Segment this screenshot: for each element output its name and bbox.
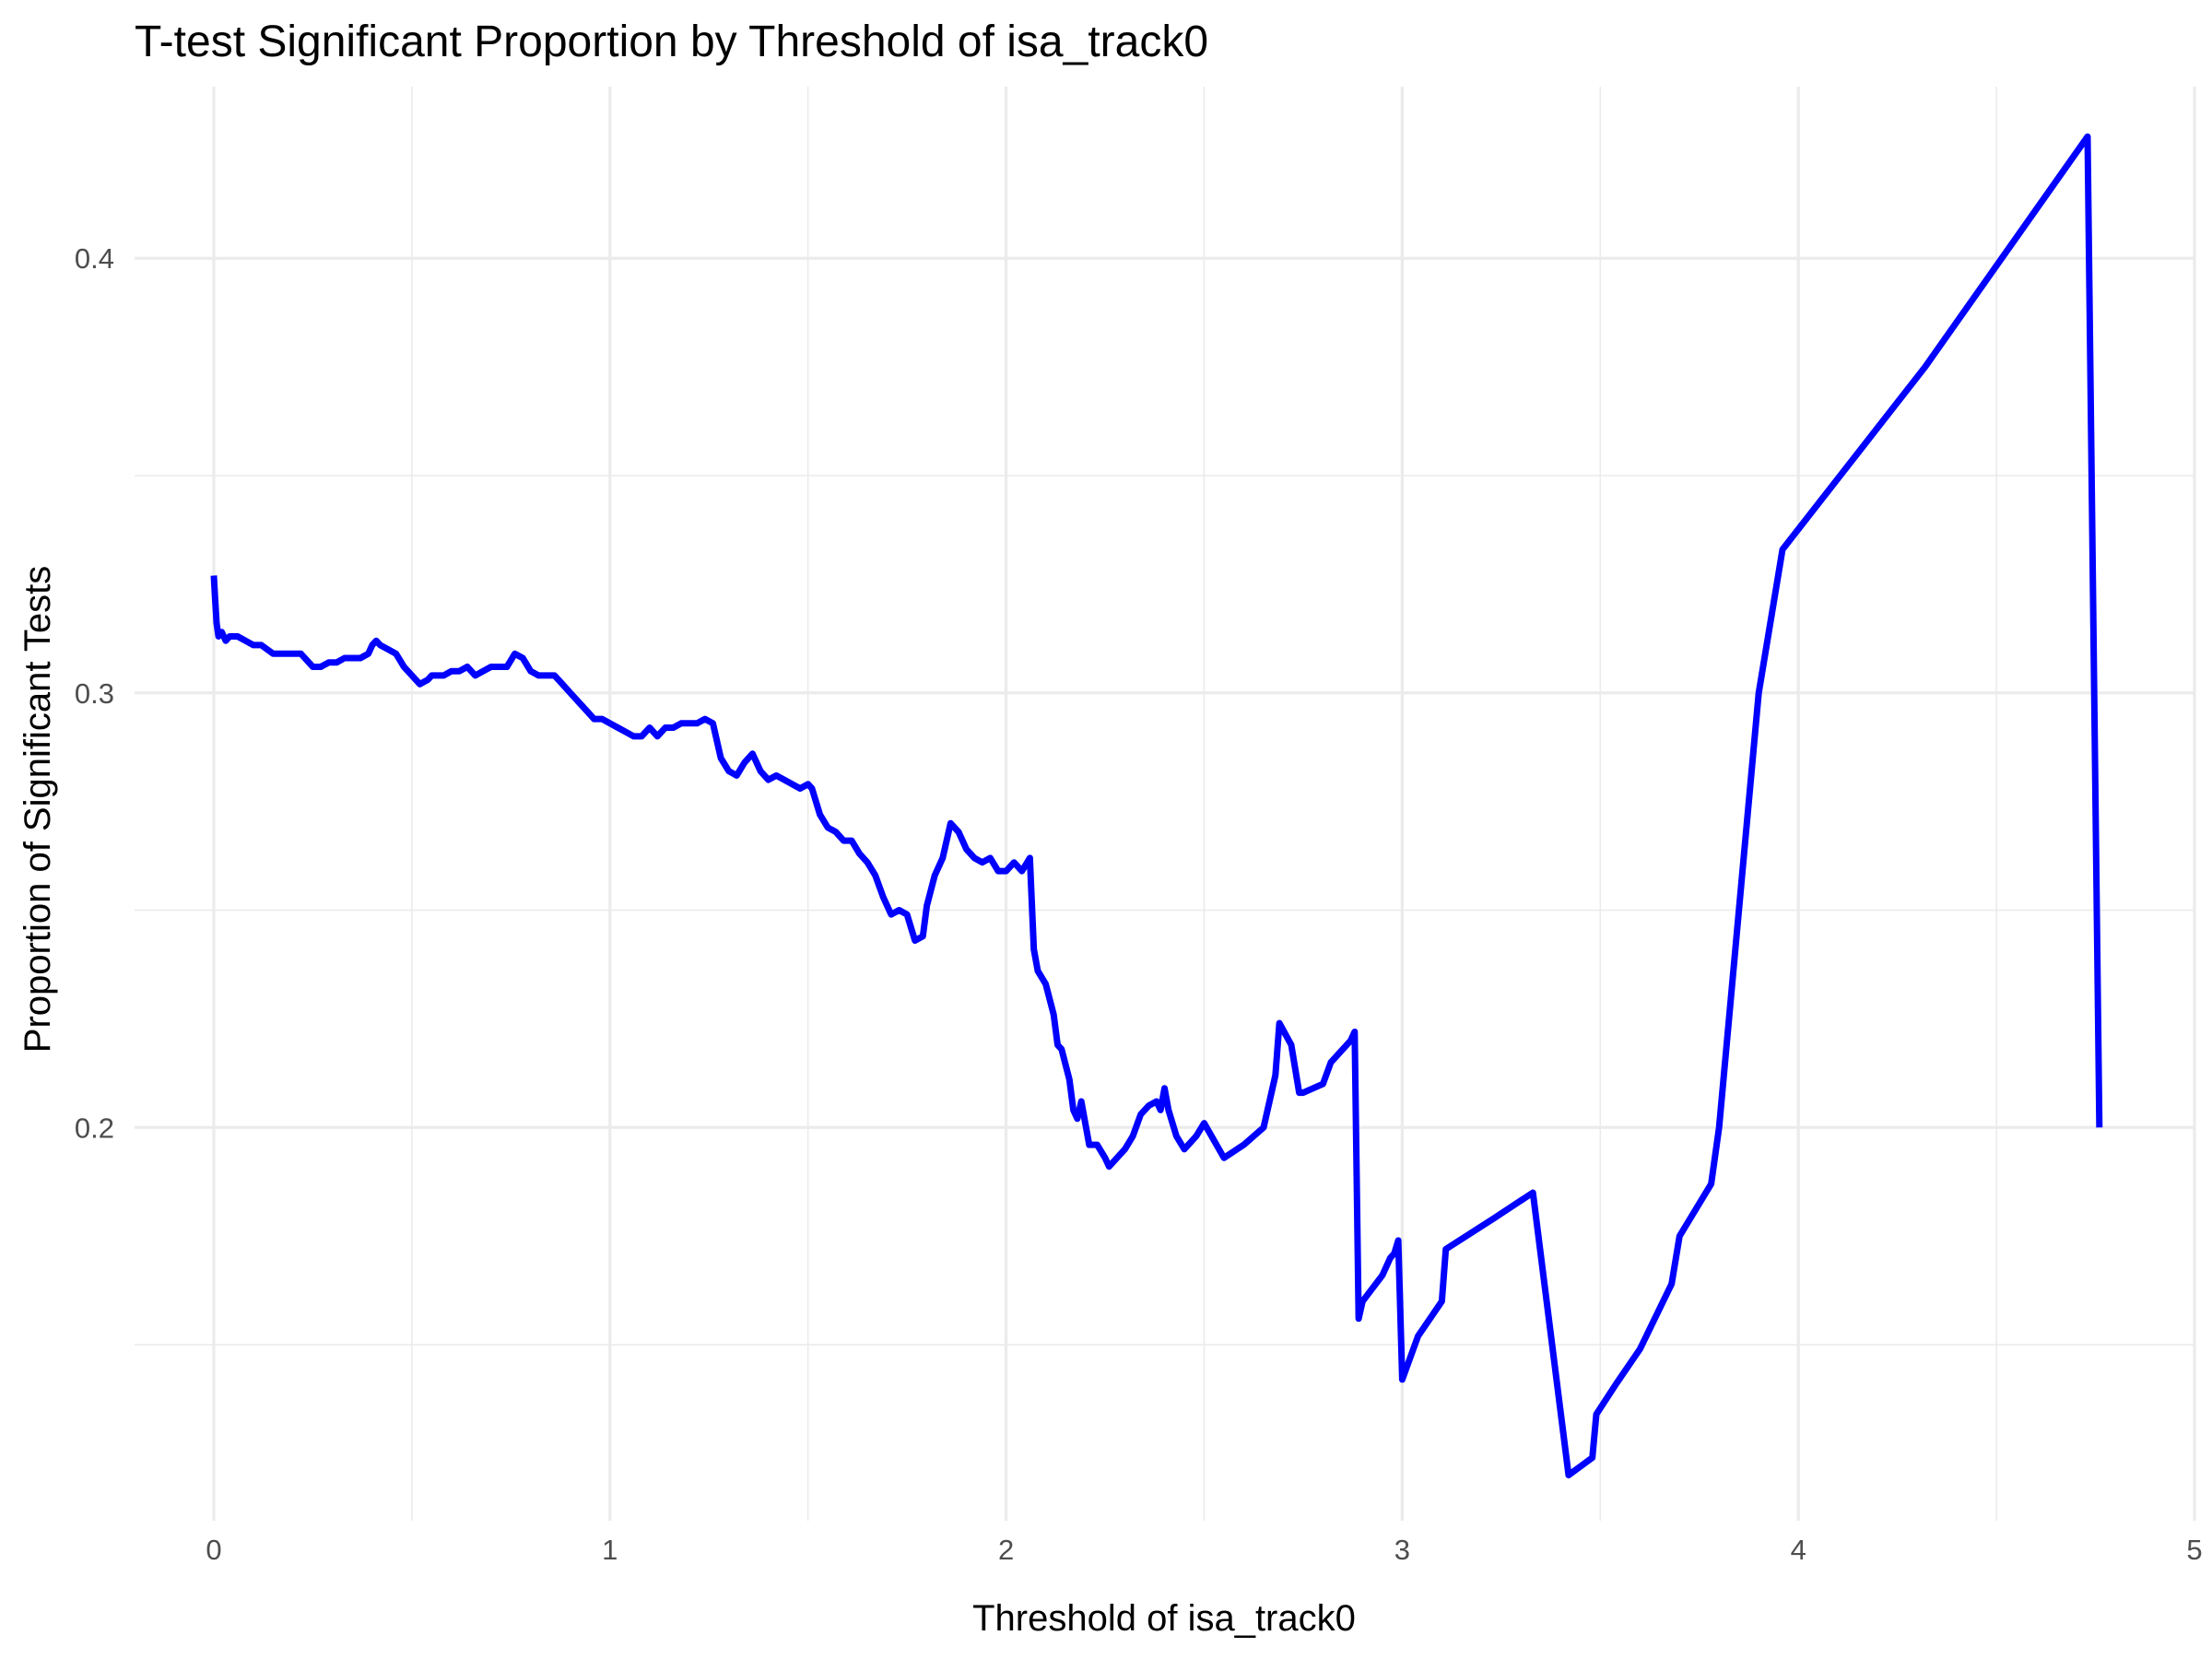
y-axis-ticks: 0.2 0.3 0.4: [75, 242, 114, 1144]
x-tick-label: 0: [206, 1534, 221, 1566]
y-axis-title: Proportion of Significant Tests: [18, 566, 58, 1053]
y-tick-label: 0.4: [75, 242, 114, 275]
x-tick-label: 5: [2186, 1534, 2202, 1566]
series-line: [210, 133, 2103, 1478]
plot-area: [210, 133, 2103, 1478]
major-gridlines: [135, 87, 2196, 1521]
x-tick-label: 2: [998, 1534, 1014, 1566]
x-axis-ticks: 0 1 2 3 4 5: [206, 1534, 2202, 1566]
x-tick-label: 3: [1394, 1534, 1410, 1566]
x-tick-label: 4: [1791, 1534, 1806, 1566]
chart-title: T-test Significant Proportion by Thresho…: [135, 18, 1208, 66]
minor-gridlines: [135, 87, 2194, 1521]
x-axis-title: Threshold of isa_track0: [972, 1598, 1356, 1639]
y-tick-label: 0.2: [75, 1112, 114, 1144]
x-tick-label: 1: [602, 1534, 618, 1566]
y-tick-label: 0.3: [75, 677, 114, 710]
